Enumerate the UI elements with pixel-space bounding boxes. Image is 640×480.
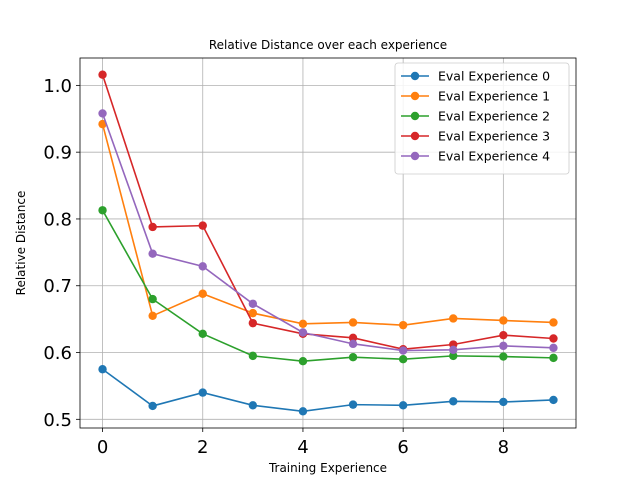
y-tick-label: 0.8 <box>43 209 72 230</box>
x-axis: 0 2 4 6 8 <box>97 428 509 458</box>
data-point <box>348 318 358 327</box>
data-point <box>549 353 558 363</box>
x-tick-label: 8 <box>498 437 509 458</box>
data-point <box>449 397 458 406</box>
data-point <box>98 109 107 118</box>
legend-item: Eval Experience 1 <box>401 89 550 104</box>
data-point <box>248 299 258 308</box>
data-point <box>499 341 508 351</box>
data-point <box>549 343 558 353</box>
y-tick-label: 0.5 <box>43 410 72 431</box>
data-point <box>148 294 157 304</box>
data-point <box>98 206 107 215</box>
data-point <box>198 289 207 298</box>
legend-label: Eval Experience 4 <box>438 149 550 164</box>
legend-marker <box>410 91 420 101</box>
series-line <box>101 74 554 350</box>
data-point <box>298 357 308 366</box>
series-line <box>101 113 554 352</box>
data-point <box>449 345 458 355</box>
data-point <box>499 397 508 407</box>
series-2 <box>98 206 558 366</box>
data-point <box>248 318 258 328</box>
data-point <box>549 334 558 343</box>
data-point <box>549 395 558 405</box>
data-point <box>449 314 458 323</box>
data-point <box>398 320 408 330</box>
data-point <box>148 249 157 258</box>
data-point <box>98 70 107 79</box>
data-point <box>198 262 207 271</box>
y-tick-label: 0.9 <box>43 143 72 164</box>
legend-item: Eval Experience 2 <box>401 109 550 124</box>
data-point <box>148 401 157 411</box>
legend-label: Eval Experience 1 <box>438 89 550 104</box>
legend-item: Eval Experience 3 <box>401 129 550 144</box>
legend-box <box>394 62 570 175</box>
y-tick-label: 0.6 <box>43 343 72 364</box>
data-point <box>398 346 408 355</box>
series-line <box>101 209 554 363</box>
y-axis-label: Relative Distance <box>14 191 28 296</box>
plot-frame <box>79 57 577 429</box>
data-point <box>449 351 458 361</box>
y-tick-label: 1.0 <box>43 76 72 97</box>
x-tick-label: 4 <box>297 437 308 458</box>
legend-item: Eval Experience 0 <box>401 69 550 84</box>
x-tick-label: 0 <box>97 437 108 458</box>
data-point <box>499 330 508 340</box>
data-point <box>98 119 107 129</box>
data-point <box>248 308 258 318</box>
data-point <box>198 388 207 397</box>
legend-label: Eval Experience 2 <box>438 109 550 124</box>
data-point <box>398 401 408 410</box>
legend: Eval Experience 0 Eval Experience 1 Eval E… <box>394 62 570 175</box>
data-point <box>298 328 308 337</box>
data-point <box>148 311 157 320</box>
legend-marker <box>410 131 420 141</box>
y-axis: 0.5 0.6 0.7 0.8 0.9 1.0 <box>43 76 80 431</box>
data-point <box>298 319 308 329</box>
x-axis-label: Training Experience <box>268 461 387 475</box>
data-point <box>549 318 558 327</box>
data-point <box>348 333 358 343</box>
legend-label: Eval Experience 3 <box>438 129 550 144</box>
legend-item: Eval Experience 4 <box>401 149 550 164</box>
legend-marker <box>410 151 420 161</box>
x-tick-label: 2 <box>197 437 208 458</box>
legend-label: Eval Experience 0 <box>438 69 550 84</box>
series-1 <box>98 119 558 330</box>
legend-marker <box>410 111 420 121</box>
data-point <box>98 365 107 374</box>
data-point <box>198 329 207 339</box>
series-4 <box>98 109 558 355</box>
legend-marker <box>410 71 420 81</box>
data-point <box>348 400 358 409</box>
data-point <box>348 353 358 362</box>
x-tick-label: 6 <box>397 437 408 458</box>
data-point <box>248 351 258 361</box>
series-line <box>101 123 554 326</box>
y-tick-label: 0.7 <box>43 276 72 297</box>
data-point <box>148 222 157 232</box>
data-point <box>499 352 508 361</box>
data-point <box>298 407 308 416</box>
chart-title: Relative Distance over each experience <box>209 38 447 52</box>
series-line <box>102 368 554 413</box>
data-point <box>198 221 207 230</box>
data-point <box>248 401 258 410</box>
data-point <box>499 316 508 325</box>
data-point <box>348 339 358 349</box>
series-group <box>98 70 558 416</box>
series-0 <box>98 365 558 416</box>
data-point <box>398 355 408 364</box>
